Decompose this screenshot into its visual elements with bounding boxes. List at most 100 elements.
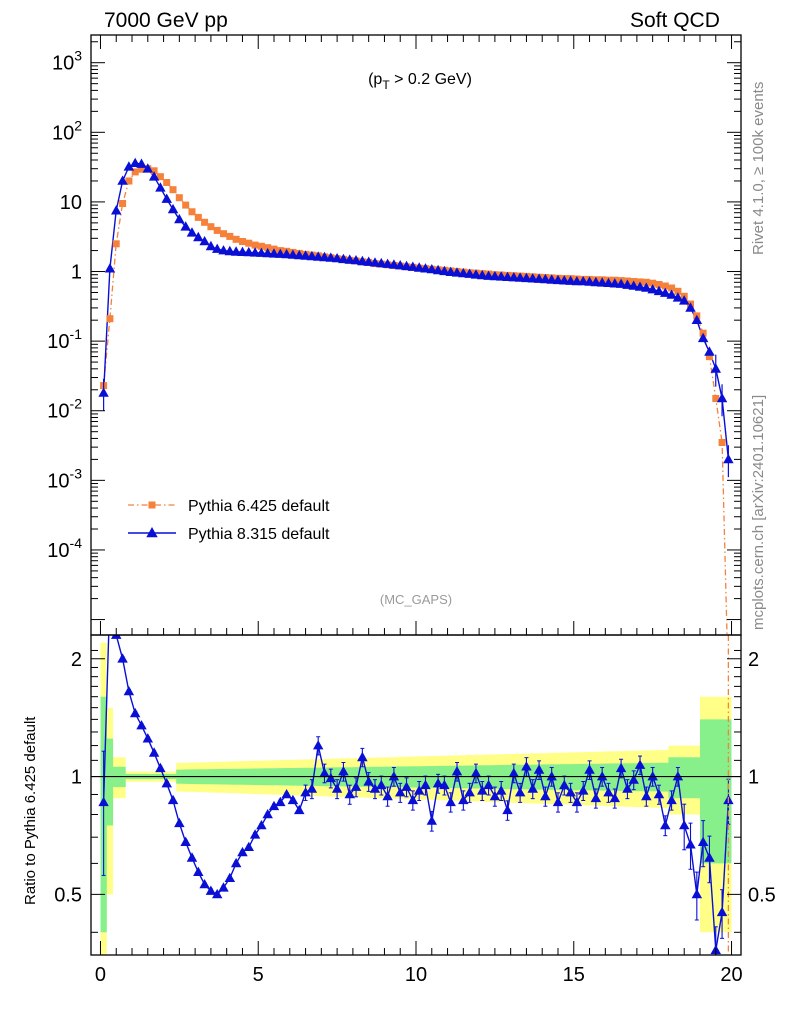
ratio-y-tick-label: 0.5 — [54, 884, 82, 906]
ratio-point — [224, 872, 236, 882]
ratio-y-tick-label: 2 — [71, 649, 82, 671]
cut-annotation: (pT > 0.2 GeV) — [368, 71, 472, 92]
y-tick-label: 10-1 — [47, 326, 82, 353]
pythia6-point — [655, 281, 663, 288]
pythia8-point — [224, 245, 236, 256]
pythia6-point — [150, 167, 158, 175]
pythia8-point — [565, 275, 576, 285]
ratio-point — [300, 787, 311, 797]
ratio-point — [331, 783, 343, 793]
pythia8-point — [363, 256, 374, 266]
pythia8-line — [102, 162, 730, 460]
pythia8-point — [584, 276, 595, 286]
y-tick-label: 10-2 — [47, 396, 82, 423]
pythia8-point — [723, 453, 734, 464]
ratio-point — [230, 857, 242, 868]
pythia6-point — [705, 353, 713, 361]
pythia6-point — [119, 200, 127, 207]
pythia6-point — [220, 230, 227, 238]
pythia8-point — [155, 182, 166, 192]
x-tick-label: 10 — [405, 964, 427, 986]
mcplots-credit: mcplots.cern.ch [arXiv:2401.10621] — [750, 394, 767, 630]
ratio-point — [117, 653, 128, 663]
pythia8-point — [161, 193, 172, 203]
pythia8-point — [256, 247, 267, 257]
pythia8-point — [679, 295, 690, 305]
ratio-point — [716, 906, 728, 917]
header-right: Soft QCD — [630, 9, 720, 32]
ratio-point — [287, 794, 299, 805]
x-tick-label: 5 — [253, 964, 264, 986]
ratio-point — [527, 783, 538, 793]
ratio-point — [338, 766, 349, 776]
ratio-point — [603, 787, 614, 797]
pythia8-point — [691, 314, 703, 324]
ratio-point — [395, 787, 406, 797]
x-tick-label: 0 — [95, 964, 106, 986]
pythia8-point — [281, 248, 292, 259]
ratio-point — [256, 820, 267, 830]
ratio-point — [136, 720, 147, 730]
main-frame — [90, 34, 742, 636]
ratio-point — [161, 778, 172, 788]
ratio-point — [590, 792, 602, 803]
ratio-point — [205, 885, 217, 895]
pythia6-point — [106, 315, 114, 323]
ratio-point — [514, 787, 526, 797]
pythia8-point — [685, 302, 696, 312]
pythia6-point — [125, 177, 133, 185]
ratio-point — [174, 817, 185, 828]
ratio-point — [167, 794, 179, 805]
legend-pythia6-marker — [148, 501, 156, 509]
pythia8-point — [306, 250, 318, 261]
ratio-point — [262, 809, 273, 819]
pythia6-point — [169, 186, 177, 194]
x-tick-label: 20 — [720, 964, 742, 986]
pythia8-point — [193, 231, 204, 242]
pythia8-point — [287, 249, 299, 259]
ratio-point — [634, 759, 646, 769]
legend-pythia8-marker — [146, 527, 158, 538]
ratio-point — [470, 767, 482, 778]
ratio-point — [533, 764, 545, 774]
ratio-point — [363, 776, 374, 786]
pythia8-point — [174, 213, 185, 224]
pythia8-point — [104, 263, 116, 273]
pythia8-point — [300, 250, 311, 260]
legend-pythia6-label: Pythia 6.425 default — [188, 498, 330, 515]
pythia8-point — [319, 251, 330, 262]
pythia8-point — [111, 205, 122, 215]
ratio-point — [508, 767, 519, 778]
ratio-point — [218, 882, 229, 892]
ratio-point — [647, 771, 658, 781]
pythia6-point — [213, 226, 221, 234]
ratio-point — [496, 785, 507, 795]
pythia8-point — [338, 253, 349, 264]
ratio-point — [243, 841, 254, 851]
ratio-point — [407, 794, 419, 805]
ratio-point — [641, 790, 652, 801]
ratio-y-tick-label-right: 1 — [748, 767, 759, 789]
pythia6-point — [182, 201, 190, 209]
pythia8-point — [275, 248, 286, 258]
ratio-point — [212, 888, 223, 899]
pythia8-point — [376, 257, 387, 268]
pythia8-point — [167, 203, 179, 214]
ratio-point — [426, 815, 437, 825]
ratio-point — [148, 747, 160, 757]
ratio-point — [420, 779, 431, 790]
pythia8-point — [382, 258, 393, 268]
y-tick-label: 10-3 — [47, 465, 82, 492]
x-tick-label: 15 — [563, 964, 585, 986]
ratio-y-tick-label: 1 — [71, 767, 82, 789]
ratio-point — [502, 804, 513, 815]
ratio-point — [199, 879, 210, 889]
pythia8-point — [716, 393, 728, 403]
ratio-point — [704, 852, 715, 862]
ratio-point — [129, 707, 141, 718]
pythia6-point — [138, 165, 145, 173]
pythia8-point — [552, 274, 564, 285]
ratio-point — [123, 686, 135, 696]
pythia8-point — [350, 255, 362, 265]
pythia8-point — [148, 171, 160, 181]
